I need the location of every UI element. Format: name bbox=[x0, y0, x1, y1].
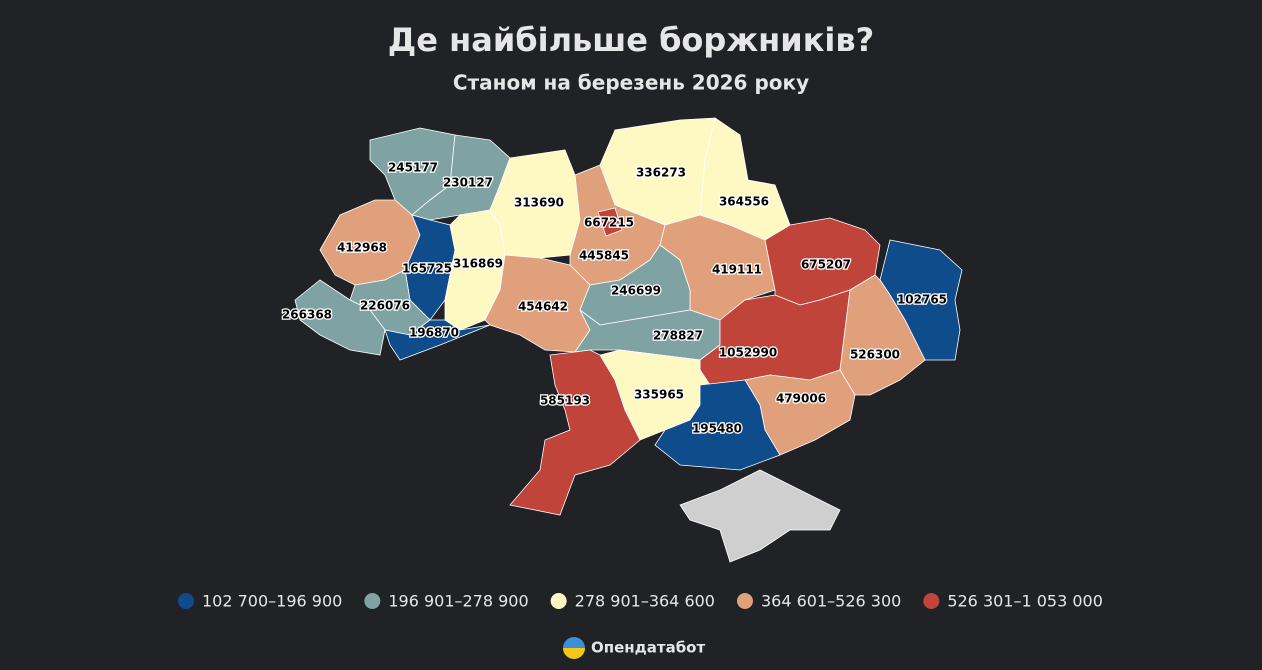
legend-label: 278 901–364 600 bbox=[575, 592, 715, 611]
region bbox=[839, 274, 926, 396]
region-label: 245177 bbox=[388, 161, 438, 175]
region-label: 266368 bbox=[282, 308, 332, 322]
region-label: 364556 bbox=[719, 195, 769, 209]
footer-text: Опендатабот bbox=[591, 639, 705, 657]
region-label: 246699 bbox=[611, 284, 661, 298]
region-label: 526300 bbox=[850, 348, 900, 362]
region-label: 102765 bbox=[897, 293, 947, 307]
region-label: 196870 bbox=[409, 326, 459, 340]
region-label: 335965 bbox=[634, 388, 684, 402]
crimea bbox=[679, 469, 841, 563]
region-label: 336273 bbox=[636, 166, 686, 180]
region bbox=[509, 349, 641, 516]
region-label: 412968 bbox=[337, 241, 387, 255]
region-label: 278827 bbox=[653, 329, 703, 343]
region-label: 419111 bbox=[712, 263, 762, 277]
legend-label: 102 700–196 900 bbox=[202, 592, 342, 611]
subtitle: Станом на березень 2026 року bbox=[453, 71, 809, 95]
region bbox=[294, 279, 386, 356]
legend-swatch bbox=[550, 593, 567, 609]
region bbox=[654, 379, 781, 471]
region-label: 445845 bbox=[579, 249, 629, 263]
legend-swatch bbox=[923, 593, 940, 609]
region-label: 585193 bbox=[540, 394, 590, 408]
legend-swatch bbox=[736, 593, 753, 609]
labels: 245177 230127 313690 667215 336273 364556 4129… bbox=[281, 159, 949, 437]
title: Де найбільше боржників? bbox=[388, 21, 874, 59]
region-label: 195480 bbox=[692, 422, 742, 436]
legend-label: 196 901–278 900 bbox=[388, 592, 528, 611]
region-label: 226076 bbox=[360, 299, 410, 313]
region-label: 667215 bbox=[584, 216, 634, 230]
region-label: 313690 bbox=[514, 196, 564, 210]
region bbox=[384, 319, 491, 361]
region bbox=[597, 207, 623, 237]
footer: Опендатабот bbox=[563, 637, 705, 659]
legend-swatch bbox=[178, 593, 194, 609]
region-label: 479006 bbox=[776, 392, 826, 406]
legend-label: 526 301–1 053 000 bbox=[947, 592, 1103, 611]
region-label: 454642 bbox=[518, 300, 568, 314]
region-label: 165725 bbox=[402, 262, 452, 276]
region-label: 1052990 bbox=[719, 346, 777, 360]
region-label: 230127 bbox=[443, 176, 493, 190]
legend-label: 364 601–526 300 bbox=[761, 592, 901, 611]
region bbox=[404, 214, 456, 321]
logo-part bbox=[563, 648, 585, 659]
legend: 102 700–196 900 196 901–278 900 278 901–36… bbox=[178, 592, 1103, 611]
legend-swatch bbox=[364, 593, 381, 609]
region-label: 316869 bbox=[453, 257, 503, 271]
region-label: 675207 bbox=[801, 258, 851, 272]
regions bbox=[294, 117, 963, 516]
